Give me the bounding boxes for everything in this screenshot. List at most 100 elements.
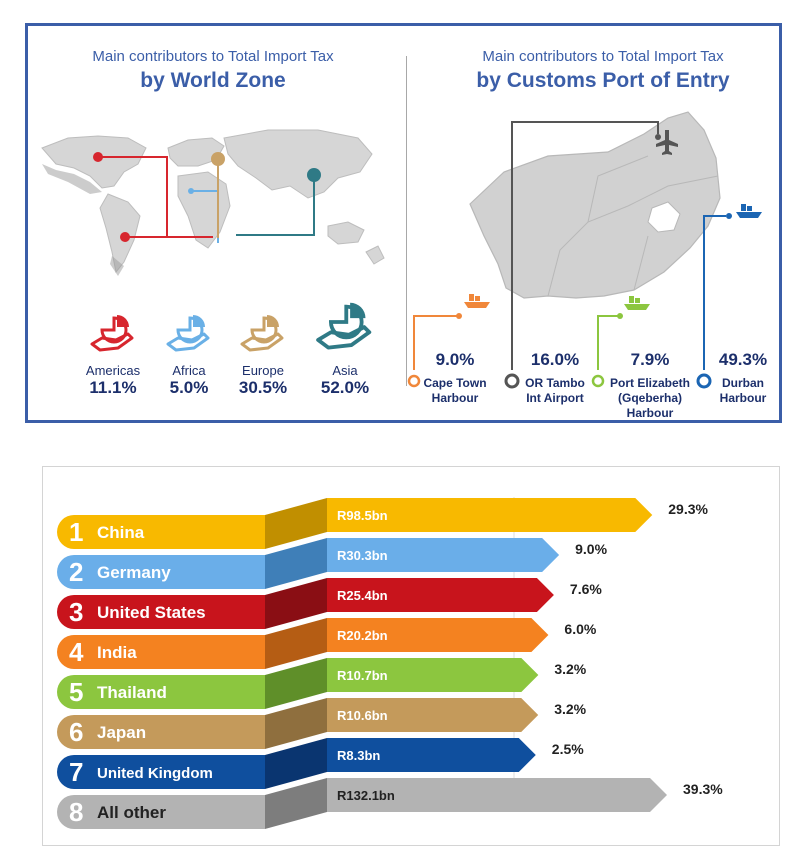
country-label-bg [57,515,265,549]
value-bar [327,578,554,612]
ship-icon [464,294,490,308]
zone-value: 30.5% [238,378,288,397]
europe-marker [211,152,225,166]
world-zone-title-line1: Main contributors to Total Import Tax [92,48,334,65]
country-rank: 6 [69,717,83,747]
bar-connector [265,658,327,709]
asia-marker [307,168,321,182]
port-port-elizabeth: 7.9% Port Elizabeth (Gqeberha) Harbour [600,350,700,421]
zone-africa: Africa 5.0% [144,306,234,398]
port-name-line: Durban [722,376,764,390]
country-rank: 1 [69,517,83,547]
or-tambo-ring [504,373,520,389]
country-label-bg [57,675,265,709]
province-borders [547,155,719,297]
zone-name: Asia [332,363,358,378]
africa-marker [188,188,194,194]
zone-asia: Asia 52.0% [300,290,390,398]
port-connectors [413,121,726,370]
south-africa-map [469,111,721,299]
port-name-line: OR Tambo [525,376,585,390]
bar-connector [265,578,327,629]
world-map [41,129,385,274]
world-zone-title-line2: by World Zone [140,69,286,92]
bar-connector [265,698,327,749]
value-label: R98.5bn [337,508,388,523]
or-tambo-marker [655,134,661,140]
bar-connector [265,778,327,829]
country-label-bg [57,715,265,749]
bar-connector [265,738,327,789]
port-title-line1: Main contributors to Total Import Tax [482,48,724,65]
airplane-icon [656,130,678,155]
value-label: R25.4bn [337,588,388,603]
share-label: 9.0% [575,541,607,557]
port-value: 9.0% [435,350,475,369]
country-label-bg [57,555,265,589]
country-name: India [97,643,137,662]
panel-divider [406,56,407,386]
top-panel: Main contributors to Total Import Tax by… [25,23,782,423]
bar-connector [265,538,327,589]
value-bar [327,698,539,732]
country-name: United Kingdom [97,765,213,782]
americas-marker [93,152,103,162]
value-bar [327,498,653,532]
value-label: R132.1bn [337,788,395,803]
top-panel-graphics [41,111,762,389]
value-label: R10.6bn [337,708,388,723]
share-label: 3.2% [554,661,586,677]
country-name: Germany [97,563,171,582]
port-name-line: Harbour [719,391,767,405]
port-name-line: Port Elizabeth [609,376,690,390]
port-name-line: Harbour [431,391,479,405]
country-chart-panel: 1 China R98.5bn 29.3% 2 Germany R30.3bn 9.0% 3 Un… [42,466,780,846]
lesotho-shape [647,201,681,233]
country-rank: 2 [69,557,83,587]
zone-americas: Americas 11.1% [68,306,158,398]
hand-pie-icon [90,315,134,352]
value-bar [327,738,536,772]
country-name: Thailand [97,683,167,702]
bar-connector [265,498,327,549]
durban-ring [696,373,712,389]
port-value: 49.3% [718,350,768,369]
country-rank: 5 [69,677,83,707]
port-name-line: Int Airport [526,391,584,405]
port-or-tambo: 16.0% OR Tambo Int Airport [516,350,594,406]
value-label: R8.3bn [337,748,380,763]
value-label: R30.3bn [337,548,388,563]
port-title-line2: by Customs Port of Entry [476,69,730,92]
zone-value: 52.0% [320,378,370,397]
country-label-bg [57,795,265,829]
share-label: 39.3% [683,781,723,797]
share-label: 3.2% [554,701,586,717]
country-label-bg [57,595,265,629]
zone-name: Europe [242,363,284,378]
port-elizabeth-ring [591,374,605,388]
value-bar [327,658,539,692]
ship-icon [624,296,650,310]
country-name: All other [97,803,166,822]
value-bar [327,538,560,572]
share-label: 2.5% [552,741,584,757]
country-name: United States [97,603,206,622]
value-label: R10.7bn [337,668,388,683]
port-title: Main contributors to Total Import Tax by… [428,48,778,93]
durban-marker [726,213,732,219]
bar-connector [265,618,327,669]
country-rank: 3 [69,597,83,627]
country-rank: 8 [69,797,83,827]
country-name: China [97,523,145,542]
port-name-line: Harbour [626,406,674,420]
cape-town-marker [456,313,462,319]
country-bar-chart: 1 China R98.5bn 29.3% 2 Germany R30.3bn 9.0% 3 Un… [57,497,723,829]
country-rank: 4 [69,637,84,667]
zone-name: Africa [172,363,206,378]
world-map-shadow [42,164,124,276]
cape-town-ring [407,374,421,388]
value-bar [327,778,667,812]
value-bar [327,618,549,652]
value-label: R20.2bn [337,628,388,643]
hand-pie-icon [166,315,210,352]
